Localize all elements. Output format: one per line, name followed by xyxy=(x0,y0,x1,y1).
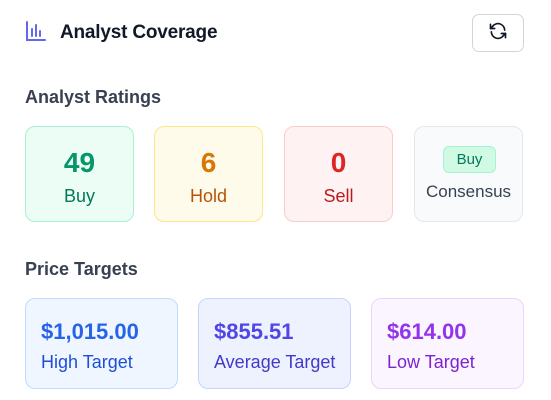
panel-title: Analyst Coverage xyxy=(60,22,218,43)
hold-rating-card: 6 Hold xyxy=(154,126,263,222)
high-target-label: High Target xyxy=(41,352,133,372)
consensus-label: Consensus xyxy=(425,182,512,201)
average-target-value: $855.51 xyxy=(214,319,294,344)
sell-rating-card: 0 Sell xyxy=(284,126,393,222)
hold-count: 6 xyxy=(200,147,217,178)
high-target-card: $1,015.00 High Target xyxy=(25,298,178,389)
sell-label: Sell xyxy=(323,186,354,206)
refresh-icon xyxy=(488,21,508,46)
low-target-card: $614.00 Low Target xyxy=(371,298,524,389)
low-target-label: Low Target xyxy=(387,352,475,372)
buy-count: 49 xyxy=(63,147,96,178)
analyst-ratings-heading: Analyst Ratings xyxy=(25,87,162,107)
panel-header: Analyst Coverage xyxy=(25,14,524,52)
sell-count: 0 xyxy=(330,147,347,178)
buy-rating-card: 49 Buy xyxy=(25,126,134,222)
hold-label: Hold xyxy=(189,186,228,206)
buy-label: Buy xyxy=(63,186,96,206)
average-target-card: $855.51 Average Target xyxy=(198,298,351,389)
refresh-button[interactable] xyxy=(472,14,524,52)
average-target-label: Average Target xyxy=(214,352,336,372)
high-target-value: $1,015.00 xyxy=(41,319,139,344)
consensus-badge: Buy xyxy=(443,146,496,173)
bar-chart-icon xyxy=(25,20,47,42)
low-target-value: $614.00 xyxy=(387,319,467,344)
price-targets-heading: Price Targets xyxy=(25,259,138,279)
consensus-card: Buy Consensus xyxy=(414,126,523,222)
